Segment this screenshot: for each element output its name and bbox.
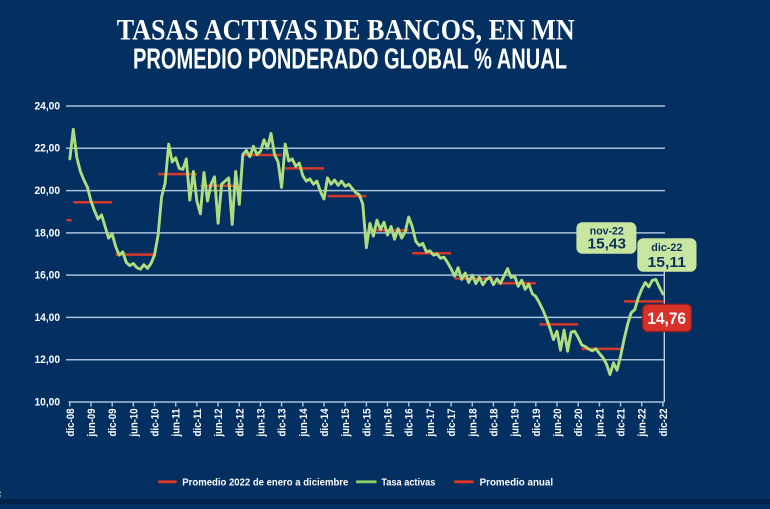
svg-text:jun-10: jun-10 — [128, 409, 140, 438]
svg-text:s: s — [0, 486, 1, 501]
svg-text:dic-22: dic-22 — [651, 242, 682, 254]
svg-text:dic-12: dic-12 — [234, 409, 246, 437]
svg-text:dic-17: dic-17 — [446, 409, 458, 437]
svg-text:jun-17: jun-17 — [425, 409, 437, 438]
svg-text:dic-08: dic-08 — [65, 409, 77, 437]
svg-text:dic-10: dic-10 — [150, 409, 162, 437]
svg-text:14,00: 14,00 — [35, 312, 61, 324]
svg-text:16,00: 16,00 — [35, 270, 61, 282]
svg-text:dic-16: dic-16 — [404, 409, 416, 437]
svg-text:jun-20: jun-20 — [552, 409, 564, 438]
svg-text:Tasa activas: Tasa activas — [381, 478, 435, 489]
svg-text:Promedio 2022 de enero a dicie: Promedio 2022 de enero a diciembre — [182, 478, 348, 489]
svg-text:dic-21: dic-21 — [616, 409, 628, 437]
svg-text:15,43: 15,43 — [588, 235, 627, 252]
svg-text:dic-18: dic-18 — [488, 409, 500, 437]
svg-text:jun-18: jun-18 — [467, 409, 479, 438]
svg-text:jun-11: jun-11 — [171, 409, 183, 438]
svg-text:jun-16: jun-16 — [383, 409, 395, 438]
svg-text:22,00: 22,00 — [35, 143, 61, 155]
svg-text:TASAS ACTIVAS DE BANCOS, EN MN: TASAS ACTIVAS DE BANCOS, EN MN — [117, 14, 575, 47]
svg-text:dic-11: dic-11 — [192, 409, 204, 437]
svg-text:dic-14: dic-14 — [319, 408, 331, 437]
svg-text:jun-15: jun-15 — [340, 409, 352, 438]
svg-text:dic-20: dic-20 — [573, 409, 585, 437]
svg-text:jun-21: jun-21 — [594, 409, 606, 438]
svg-text:20,00: 20,00 — [35, 185, 61, 197]
svg-text:jun-13: jun-13 — [255, 409, 267, 438]
svg-text:12,00: 12,00 — [35, 354, 61, 366]
svg-text:15,11: 15,11 — [648, 254, 687, 271]
svg-text:jun-14: jun-14 — [298, 408, 310, 438]
svg-text:10,00: 10,00 — [35, 396, 61, 408]
svg-text:jun-12: jun-12 — [213, 409, 225, 438]
svg-text:Promedio anual: Promedio anual — [480, 478, 554, 489]
svg-text:jun-19: jun-19 — [510, 409, 522, 438]
svg-text:nov-22: nov-22 — [590, 226, 624, 238]
svg-text:14,76: 14,76 — [647, 309, 686, 328]
svg-text:PROMEDIO PONDERADO GLOBAL % AN: PROMEDIO PONDERADO GLOBAL % ANUAL — [133, 43, 567, 75]
svg-text:dic-22: dic-22 — [658, 409, 670, 437]
svg-text:dic-09: dic-09 — [107, 409, 119, 437]
svg-text:24,00: 24,00 — [35, 100, 61, 112]
svg-text:dic-15: dic-15 — [361, 409, 373, 437]
svg-text:dic-13: dic-13 — [277, 409, 289, 437]
svg-text:dic-19: dic-19 — [531, 409, 543, 437]
svg-text:jun-22: jun-22 — [637, 409, 649, 438]
svg-text:18,00: 18,00 — [35, 227, 61, 239]
svg-text:jun-09: jun-09 — [86, 409, 98, 438]
